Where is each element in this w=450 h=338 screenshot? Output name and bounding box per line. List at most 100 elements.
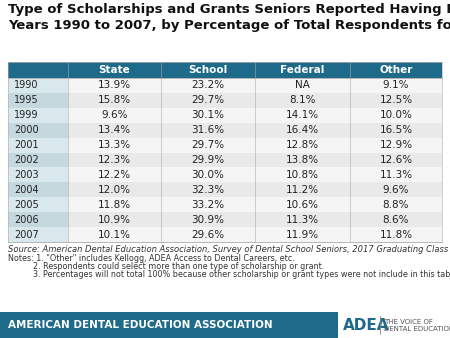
Bar — [68, 212, 161, 227]
Bar — [161, 123, 256, 138]
Bar — [68, 197, 161, 212]
Text: 23.2%: 23.2% — [192, 80, 225, 91]
Text: 8.6%: 8.6% — [383, 215, 409, 225]
Bar — [8, 183, 68, 197]
Bar — [350, 138, 442, 152]
Bar — [8, 78, 68, 93]
Bar — [161, 212, 256, 227]
Bar — [350, 108, 442, 123]
Bar — [68, 93, 161, 108]
Text: 12.3%: 12.3% — [98, 155, 131, 165]
Bar — [161, 227, 256, 242]
Bar — [256, 108, 350, 123]
Bar — [256, 183, 350, 197]
Bar — [68, 78, 161, 93]
Bar — [68, 108, 161, 123]
Text: 15.8%: 15.8% — [98, 95, 131, 105]
Text: 10.6%: 10.6% — [286, 200, 319, 210]
Text: 8.8%: 8.8% — [383, 200, 409, 210]
Bar — [350, 183, 442, 197]
Bar — [256, 212, 350, 227]
Text: 30.9%: 30.9% — [192, 215, 225, 225]
Text: 12.2%: 12.2% — [98, 170, 131, 180]
Text: 2004: 2004 — [14, 185, 39, 195]
Text: 13.3%: 13.3% — [98, 140, 131, 150]
Text: 1990: 1990 — [14, 80, 39, 91]
Bar — [68, 62, 161, 78]
Text: 11.2%: 11.2% — [286, 185, 319, 195]
Bar — [350, 78, 442, 93]
Text: 2007: 2007 — [14, 230, 39, 240]
Text: 2001: 2001 — [14, 140, 39, 150]
Bar — [68, 123, 161, 138]
Bar — [350, 212, 442, 227]
Bar — [256, 123, 350, 138]
Text: 12.8%: 12.8% — [286, 140, 319, 150]
Bar — [8, 62, 68, 78]
Bar — [350, 197, 442, 212]
Text: 11.8%: 11.8% — [98, 200, 131, 210]
Bar — [256, 227, 350, 242]
Bar — [161, 183, 256, 197]
Bar — [350, 123, 442, 138]
Bar — [161, 152, 256, 167]
Text: 30.0%: 30.0% — [192, 170, 225, 180]
Text: 12.6%: 12.6% — [379, 155, 413, 165]
Text: 13.4%: 13.4% — [98, 125, 131, 135]
Text: 13.9%: 13.9% — [98, 80, 131, 91]
Bar — [68, 167, 161, 183]
Bar — [256, 197, 350, 212]
Text: 2003: 2003 — [14, 170, 39, 180]
Text: 16.4%: 16.4% — [286, 125, 319, 135]
Text: DENTAL EDUCATION: DENTAL EDUCATION — [384, 326, 450, 332]
Bar — [161, 138, 256, 152]
Bar — [68, 183, 161, 197]
Text: 8.1%: 8.1% — [289, 95, 316, 105]
Bar — [161, 197, 256, 212]
Text: School: School — [189, 65, 228, 75]
Text: 13.8%: 13.8% — [286, 155, 319, 165]
Text: 12.0%: 12.0% — [98, 185, 131, 195]
Text: 12.5%: 12.5% — [379, 95, 413, 105]
Bar — [68, 138, 161, 152]
Bar — [161, 78, 256, 93]
Text: ADEA: ADEA — [343, 317, 390, 333]
Bar — [256, 138, 350, 152]
Text: Type of Scholarships and Grants Seniors Reported Having Received in Selected
Yea: Type of Scholarships and Grants Seniors … — [8, 3, 450, 32]
Bar — [338, 312, 450, 338]
Bar — [8, 138, 68, 152]
Text: AMERICAN DENTAL EDUCATION ASSOCIATION: AMERICAN DENTAL EDUCATION ASSOCIATION — [8, 320, 273, 330]
Bar — [0, 312, 450, 338]
Text: 11.8%: 11.8% — [379, 230, 413, 240]
Bar — [8, 93, 68, 108]
Text: 9.1%: 9.1% — [383, 80, 409, 91]
Bar — [256, 62, 350, 78]
Text: Source: American Dental Education Association, Survey of Dental School Seniors, : Source: American Dental Education Associ… — [8, 245, 448, 254]
Bar — [350, 62, 442, 78]
Bar — [8, 152, 68, 167]
Bar — [256, 152, 350, 167]
Bar — [8, 212, 68, 227]
Text: 29.9%: 29.9% — [192, 155, 225, 165]
Text: 10.1%: 10.1% — [98, 230, 131, 240]
Bar — [350, 93, 442, 108]
Text: 2005: 2005 — [14, 200, 39, 210]
Text: Other: Other — [379, 65, 413, 75]
Text: 2000: 2000 — [14, 125, 39, 135]
Bar — [161, 167, 256, 183]
Bar — [8, 197, 68, 212]
Bar — [161, 93, 256, 108]
Text: 12.9%: 12.9% — [379, 140, 413, 150]
Text: 29.6%: 29.6% — [192, 230, 225, 240]
Text: 16.5%: 16.5% — [379, 125, 413, 135]
Text: THE VOICE OF: THE VOICE OF — [384, 319, 433, 325]
Text: 14.1%: 14.1% — [286, 110, 319, 120]
Text: 10.8%: 10.8% — [286, 170, 319, 180]
Bar — [350, 167, 442, 183]
Text: 30.1%: 30.1% — [192, 110, 225, 120]
Text: 31.6%: 31.6% — [192, 125, 225, 135]
Text: 33.2%: 33.2% — [192, 200, 225, 210]
Bar — [256, 167, 350, 183]
Text: State: State — [99, 65, 130, 75]
Bar — [8, 123, 68, 138]
